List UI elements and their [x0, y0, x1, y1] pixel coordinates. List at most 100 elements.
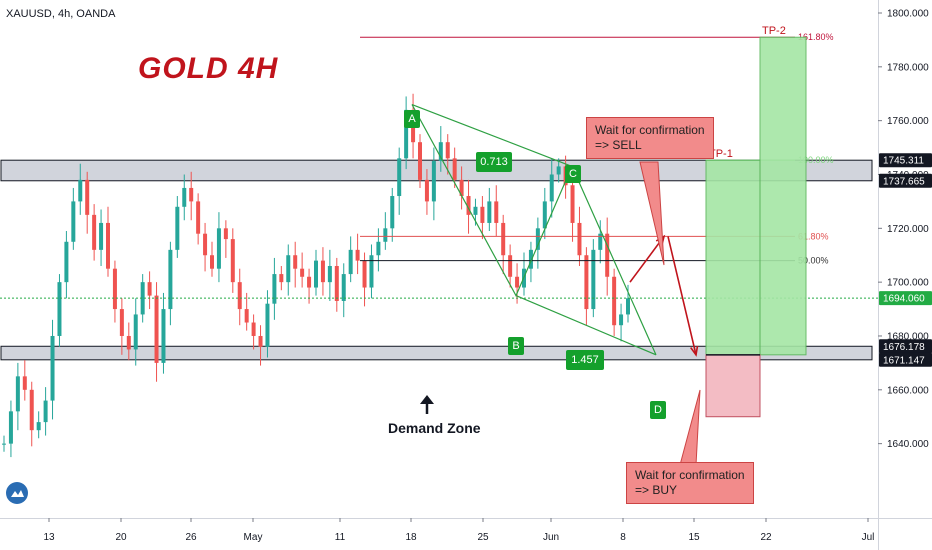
candle-body [78, 179, 83, 202]
time-axis[interactable]: 13 20 26 May 11 18 25 Jun 8 15 22 Jul [43, 518, 874, 543]
fib-label: 100.00% [798, 155, 834, 165]
candle-body [626, 298, 630, 315]
candle-body [515, 276, 520, 288]
candle-body [390, 196, 395, 229]
x-tick-label: Jul [862, 532, 875, 543]
x-tick-label: 15 [688, 532, 700, 543]
candle-body [223, 228, 228, 240]
y-tick-label: 1700.000 [887, 278, 929, 289]
y-tick-label: 1780.000 [887, 62, 929, 73]
candle-body [598, 233, 603, 250]
candle-body [341, 274, 346, 301]
candle-body [64, 241, 69, 283]
price-box [879, 352, 932, 367]
candles [2, 93, 630, 458]
candle-body [431, 161, 436, 202]
demand-arrow-head [420, 395, 434, 404]
candle-body [348, 249, 353, 275]
harmonic-pattern [411, 103, 701, 466]
candle-body [300, 268, 305, 277]
candle-body [279, 274, 284, 283]
fib-label: 61.80% [798, 231, 829, 241]
candle-body [307, 276, 312, 288]
candle-body [487, 201, 492, 223]
candle-body [272, 274, 277, 304]
candle-body [508, 255, 513, 277]
candle-body [57, 282, 62, 336]
candle-body [327, 266, 332, 283]
x-tick-label: 11 [335, 532, 346, 543]
x-tick-label: 8 [620, 532, 626, 543]
candle-body [570, 185, 575, 223]
candle-body [85, 179, 90, 215]
tradingview-logo-icon[interactable] [6, 482, 28, 504]
candle-body [147, 282, 152, 296]
price-box [879, 153, 932, 168]
sell-callout: Wait for confirmation => SELL [586, 117, 714, 159]
candle-body [320, 260, 325, 283]
x-tick-label: 13 [43, 532, 55, 543]
candle-body [612, 276, 617, 326]
candle-body [438, 142, 443, 162]
candle-body [2, 443, 6, 445]
candle-body [494, 201, 499, 223]
pattern-ac-leg [411, 103, 573, 167]
candle-body [133, 314, 138, 350]
candle-body [216, 228, 221, 269]
candle-body [99, 222, 104, 250]
y-tick-label: 1720.000 [887, 224, 929, 235]
y-tick-label: 1640.000 [887, 439, 929, 450]
candle-body [43, 400, 48, 423]
candle-body [230, 239, 235, 283]
candle-body [404, 109, 409, 159]
candle-body [8, 411, 13, 444]
x-tick-label: 25 [477, 532, 489, 543]
sell-callout-pointer [639, 161, 665, 266]
candle-body [126, 335, 131, 350]
candle-body [293, 255, 298, 269]
candle-body [459, 179, 464, 197]
tp2-box [759, 36, 807, 356]
x-tick-label: Jun [543, 532, 559, 543]
candle-body [154, 295, 159, 363]
candle-body [480, 206, 485, 223]
chart-title: GOLD 4H [138, 52, 279, 85]
candle-body [549, 174, 554, 202]
pattern-zigzag [411, 104, 657, 356]
buy-callout: Wait for confirmation => BUY [626, 462, 754, 504]
candle-body [106, 222, 110, 269]
candle-body [258, 335, 263, 347]
candle-body [605, 233, 610, 277]
candle-body [452, 158, 457, 180]
point-a-tag: A [404, 110, 420, 128]
candle-body [36, 422, 41, 431]
candle-body [542, 201, 547, 229]
price-box [879, 173, 932, 188]
tp1-label: TP-1 [709, 148, 733, 160]
arrow-down-head [690, 345, 699, 357]
demand-zone-label: Demand Zone [388, 420, 481, 436]
x-tick-label: 22 [760, 532, 772, 543]
price-axis[interactable]: 1640.000 1660.000 1680.000 1700.000 1720.000… [878, 9, 932, 451]
candle-body [418, 142, 422, 180]
candle-body [577, 222, 582, 256]
y-tick-label: 1660.000 [887, 385, 929, 396]
candle-body [182, 187, 187, 207]
candle-body [189, 187, 194, 202]
ratio-cd-tag: 1.457 [566, 350, 604, 370]
candle-body [591, 249, 596, 310]
candle-body [314, 260, 318, 288]
candle-body [362, 260, 367, 288]
candle-body [334, 266, 339, 301]
candle-body [466, 196, 471, 215]
candle-body [210, 255, 214, 269]
symbol-header: XAUUSD, 4h, OANDA [6, 8, 116, 20]
candle-body [369, 255, 374, 288]
candle-body [203, 233, 208, 256]
price-box [879, 291, 932, 306]
candle-body [265, 303, 270, 347]
price-box [879, 339, 932, 354]
candle-body [22, 376, 27, 390]
